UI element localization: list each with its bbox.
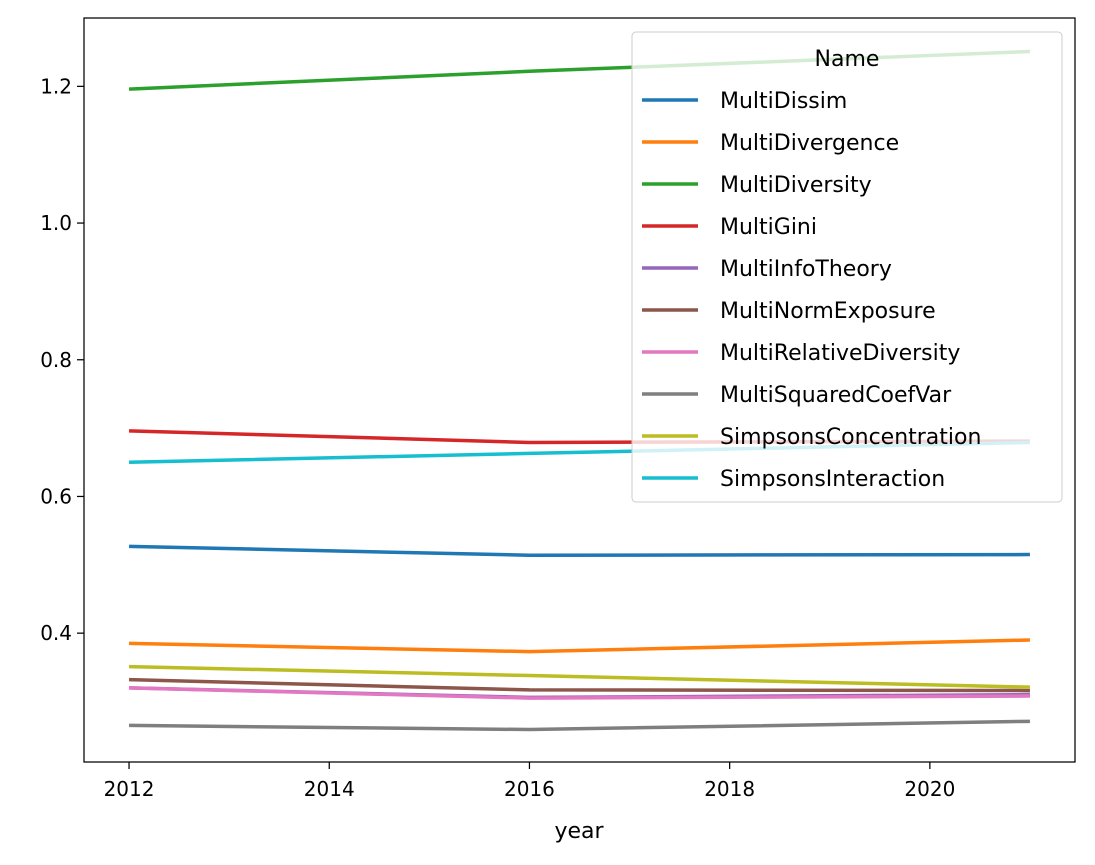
y-tick-label-0.6: 0.6 [40, 484, 72, 508]
legend: Name MultiDissim MultiDivergence MultiDive… [631, 31, 1063, 503]
series-line-MultiRelativeDiversity [129, 686, 1030, 700]
legend-label-MultiInfoTheory: MultiInfoTheory [720, 257, 892, 282]
series-line-MultiNormExposure [129, 677, 1030, 693]
legend-label-MultiNormExposure: MultiNormExposure [720, 299, 936, 324]
legend-label-SimpsonsInteraction: SimpsonsInteraction [720, 467, 945, 492]
axes: 2012 2014 2016 2018 2020 0.4 0.6 0.8 1.0 1.2 [40, 74, 955, 801]
legend-label-SimpsonsConcentration: SimpsonsConcentration [720, 425, 981, 450]
x-tick-label-2020: 2020 [904, 777, 955, 801]
plot-frame [83, 17, 1076, 763]
x-tick-label-2012: 2012 [104, 777, 155, 801]
series-line-MultiDissim [129, 544, 1030, 557]
y-tick-label-1.2: 1.2 [40, 74, 72, 98]
legend-label-MultiDiversity: MultiDiversity [720, 173, 872, 198]
legend-frame [631, 31, 1063, 503]
legend-label-MultiGini: MultiGini [720, 215, 817, 240]
x-tick-label-2018: 2018 [704, 777, 755, 801]
legend-label-MultiDivergence: MultiDivergence [720, 131, 899, 156]
y-tick-label-0.4: 0.4 [40, 621, 72, 645]
series-line-MultiDivergence [129, 638, 1030, 654]
x-tick-label-2016: 2016 [504, 777, 555, 801]
x-tick-label-2014: 2014 [304, 777, 355, 801]
y-tick-label-1: 1.0 [40, 211, 72, 235]
series-line-MultiSquaredCoefVar [129, 719, 1030, 732]
legend-label-MultiRelativeDiversity: MultiRelativeDiversity [720, 341, 960, 366]
x-axis-title: year [554, 819, 604, 844]
legend-title: Name [815, 47, 880, 72]
series-line-SimpsonsConcentration [129, 664, 1030, 689]
legend-label-MultiDissim: MultiDissim [720, 89, 847, 114]
y-tick-label-0.8: 0.8 [40, 348, 72, 372]
legend-label-MultiSquaredCoefVar: MultiSquaredCoefVar [720, 383, 952, 408]
